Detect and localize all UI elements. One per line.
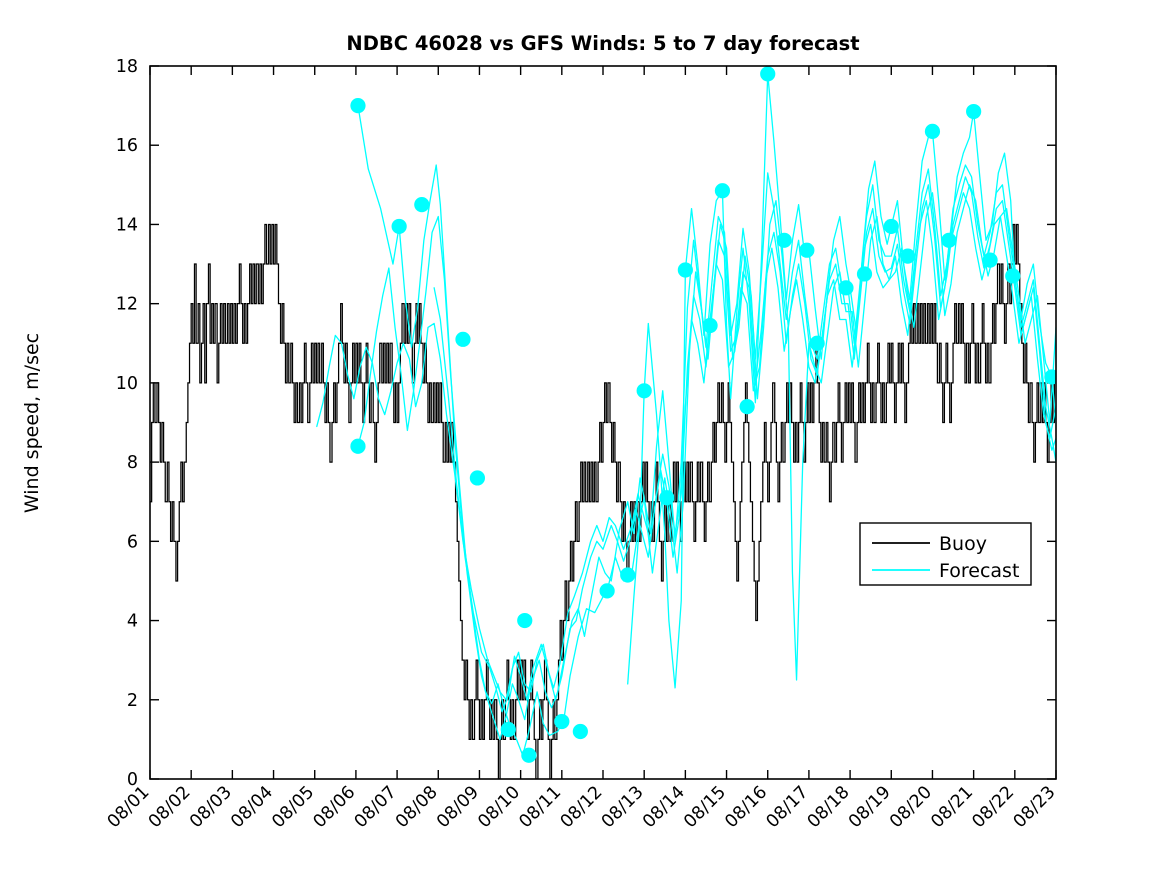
y-tick-label: 16 [116,136,138,156]
forecast-marker-point [350,98,366,114]
forecast-marker-point [391,218,407,235]
y-tick-label: 14 [116,215,138,235]
forecast-marker-point [966,103,982,120]
legend[interactable]: Buoy Forecast [859,522,1032,586]
forecast-marker-point [760,66,776,82]
forecast-marker-point [900,248,916,264]
forecast-marker-point [714,183,731,199]
forecast-marker-point [739,399,755,415]
series-forecast-run-2 [357,164,1056,741]
chart-title: NDBC 46028 vs GFS Winds: 5 to 7 day fore… [346,32,859,55]
forecast-marker-point [517,612,533,629]
forecast-marker-point [636,383,652,399]
y-tick-label: 4 [127,612,138,632]
forecast-marker-point [620,567,636,583]
y-axis-label: Wind speed, m/sec [21,333,43,513]
forecast-marker-point [554,713,570,730]
forecast-marker-point [469,470,485,486]
y-tick-label: 18 [116,57,138,77]
series-layer [150,73,1056,779]
forecast-marker-point [809,335,825,351]
forecast-marker-point [521,747,537,763]
plot-frame [149,65,1057,780]
forecast-marker-point [455,331,471,347]
forecast-marker-point [941,232,957,248]
forecast-marker-point [924,123,941,139]
series-forecast-run-5 [627,184,1056,685]
forecast-marker-point [838,280,854,296]
forecast-marker-point [702,317,718,334]
forecast-marker-point [982,252,998,268]
forecast-marker-point [572,723,588,740]
y-tick-label: 2 [127,691,138,711]
y-tick-label: 10 [116,374,138,394]
forecast-marker-point [599,583,615,599]
series-buoy [150,223,1056,779]
forecast-marker-point [1044,369,1056,385]
legend-label-forecast: Forecast [939,560,1019,582]
forecast-marker-point [414,197,430,213]
legend-label-buoy: Buoy [939,533,987,555]
forecast-marker-point [856,266,873,282]
forecast-marker-point [500,721,516,738]
forecast-marker-point [659,490,675,506]
plot-data-area [150,66,1056,779]
y-tick-label: 12 [116,295,138,315]
forecast-marker-point [677,262,693,278]
y-tick-label: 0 [127,770,138,790]
forecast-marker-layer [350,66,1056,763]
forecast-marker-point [776,232,792,248]
forecast-marker-point [883,218,899,235]
legend-box [859,522,1032,586]
series-forecast-run-4 [433,176,1056,713]
forecast-marker-point [1005,268,1021,284]
series-forecast-run-3 [316,192,1056,701]
forecast-marker-point [799,242,815,258]
forecast-marker-point [350,438,366,454]
y-tick-label: 6 [127,532,138,552]
y-tick-label: 8 [127,453,138,473]
